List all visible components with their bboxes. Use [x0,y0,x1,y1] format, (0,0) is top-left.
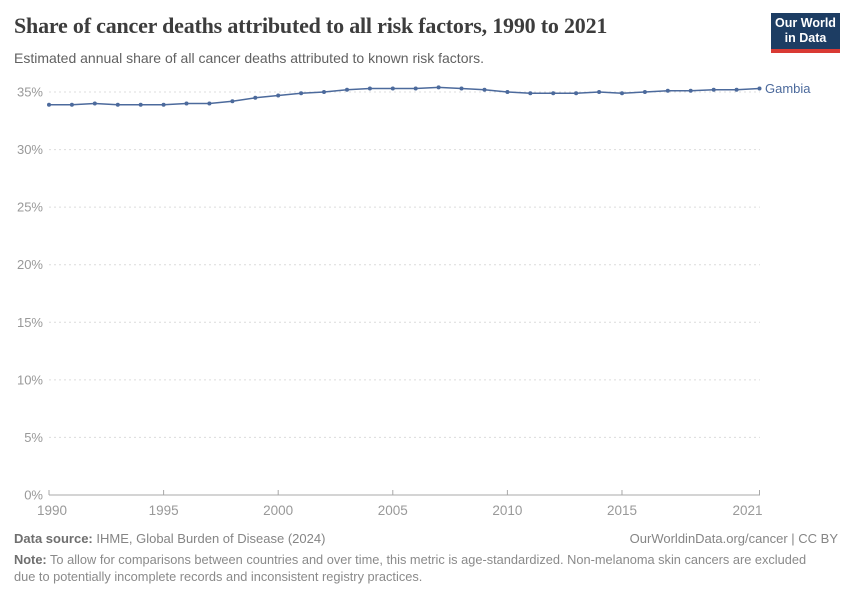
y-tick-label: 35% [17,85,43,100]
y-tick-label: 15% [17,315,43,330]
data-point-1993 [115,102,120,107]
data-point-2019 [711,87,716,92]
data-point-1994 [138,102,143,107]
y-tick-label: 0% [24,488,43,503]
chart-title: Share of cancer deaths attributed to all… [14,13,608,38]
chart-note: Note: To allow for comparisons between c… [14,552,816,585]
data-point-2016 [642,90,647,94]
x-tick-label: 1990 [37,503,67,518]
data-point-2001 [299,91,304,96]
x-tick-label: 2010 [492,503,522,518]
data-point-2012 [551,91,556,96]
data-point-2008 [459,86,464,91]
y-tick-label: 25% [17,200,43,215]
y-tick-label: 10% [17,372,43,387]
data-point-2009 [482,87,487,92]
data-point-2014 [597,90,602,94]
data-point-2011 [528,91,533,96]
y-tick-label: 20% [17,257,43,272]
rights-notice: OurWorldinData.org/cancer | CC BY [629,531,838,546]
data-point-2006 [413,86,418,91]
data-point-1996 [184,101,189,106]
data-point-1990 [47,102,51,107]
data-point-2013 [574,91,579,96]
data-point-2010 [505,90,510,94]
data-point-1999 [253,95,258,100]
data-source: Data source: IHME, Global Burden of Dise… [14,531,325,546]
data-point-2018 [688,88,693,93]
data-point-1997 [207,101,212,106]
data-source-label: Data source: [14,531,93,546]
owid-logo-line2: in Data [784,31,827,45]
data-point-2003 [345,87,349,92]
data-point-1998 [230,99,235,104]
data-point-1991 [69,102,74,107]
series-end-label: Gambia [765,81,811,96]
x-tick-label: 1995 [149,503,179,518]
data-source-text: IHME, Global Burden of Disease (2024) [92,531,326,546]
footer-source-row: Data source: IHME, Global Burden of Dise… [14,531,838,546]
x-tick-label: 2021 [732,503,762,518]
x-tick-label: 2015 [607,503,637,518]
data-point-2007 [436,85,441,90]
x-tick-label: 2000 [263,503,293,518]
data-point-2005 [390,86,395,91]
data-point-2021 [757,86,762,91]
owid-logo-line1: Our World [775,16,836,30]
data-point-2020 [734,87,739,92]
data-point-1995 [161,102,166,107]
owid-logo: Our World in Data [771,13,840,53]
chart-note-label: Note: [14,552,47,567]
data-point-2015 [620,91,624,96]
y-tick-label: 5% [24,430,43,445]
data-point-2017 [665,88,670,93]
x-tick-label: 2005 [378,503,408,518]
data-point-2000 [276,93,281,98]
series-line [49,86,760,106]
data-point-2004 [367,86,372,91]
chart-note-text: To allow for comparisons between countri… [14,552,807,584]
y-tick-label: 30% [17,142,43,157]
data-point-1992 [92,101,97,106]
data-point-2002 [322,90,326,94]
chart-subtitle: Estimated annual share of all cancer dea… [14,50,485,66]
